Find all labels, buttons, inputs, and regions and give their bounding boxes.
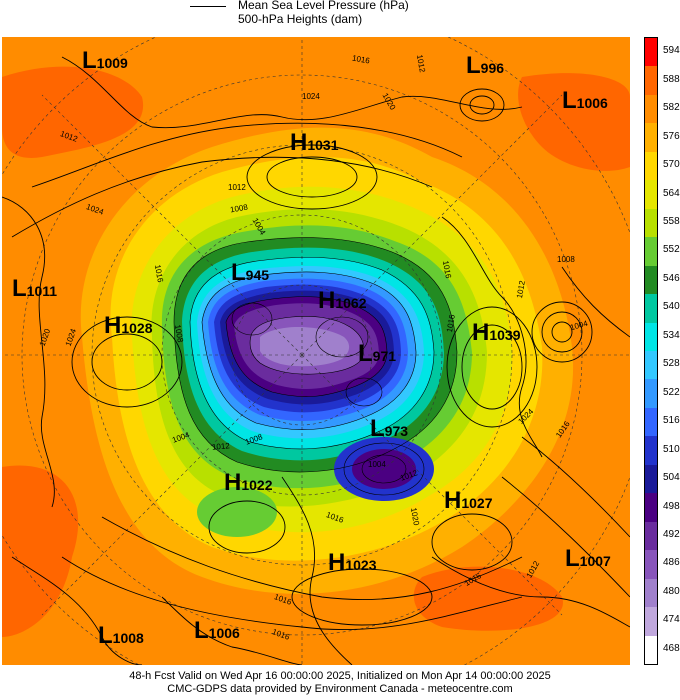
colorbar-level-label: 480	[663, 585, 680, 597]
pressure-center-low: L1007	[565, 545, 611, 572]
colorbar-level-label: 534	[663, 329, 680, 341]
colorbar-level-label: 474	[663, 614, 680, 626]
graticule	[2, 37, 630, 665]
isobar-label: 1012	[211, 441, 231, 452]
pressure-center-high: H1028	[104, 312, 153, 339]
colorbar-level-label: 588	[663, 73, 680, 85]
colorbar-swatch	[645, 521, 657, 551]
colorbar-level-label: 564	[663, 187, 680, 199]
map-footer: 48-h Fcst Valid on Wed Apr 16 00:00:00 2…	[0, 670, 680, 696]
isobar-label: 1004	[368, 460, 386, 469]
pressure-center-high: H1062	[318, 287, 367, 314]
colorbar-level-label: 510	[663, 443, 680, 455]
colorbar-swatch	[645, 379, 657, 409]
pressure-center-high: H1022	[224, 469, 273, 496]
colorbar-swatch	[645, 38, 657, 67]
pressure-center-high: H1031	[290, 129, 339, 156]
isobar-label: 1012	[228, 183, 246, 192]
colorbar-swatch	[645, 180, 657, 210]
pressure-center-high: H1023	[328, 549, 377, 576]
colorbar-swatch	[645, 407, 657, 437]
colorbar-swatch	[645, 578, 657, 608]
map-legend: Mean Sea Level Pressure (hPa) 500-hPa He…	[190, 0, 490, 30]
colorbar-level-label: 504	[663, 472, 680, 484]
colorbar-level-label: 552	[663, 244, 680, 256]
colorbar-swatch	[645, 493, 657, 523]
isobars	[11, 88, 630, 631]
colorbar-level-label: 468	[663, 642, 680, 654]
pressure-center-low: L1009	[82, 47, 128, 74]
colorbar-level-label: 594	[663, 45, 680, 57]
height-band-ridge	[197, 487, 277, 537]
colorbar-level-label: 498	[663, 500, 680, 512]
colorbar-level-label: 558	[663, 215, 680, 227]
colorbar-level-label: 516	[663, 415, 680, 427]
isobar-legend-line	[190, 6, 226, 7]
forecast-valid-text: 48-h Fcst Valid on Wed Apr 16 00:00:00 2…	[129, 670, 551, 682]
colorbar-swatch	[645, 635, 657, 665]
height-band-trough-core	[352, 449, 416, 489]
colorbar-level-label: 528	[663, 358, 680, 370]
legend-pressure-label: Mean Sea Level Pressure (hPa)	[238, 0, 409, 12]
colorbar-swatch	[645, 237, 657, 267]
pressure-center-low: L1011	[12, 275, 58, 302]
height-band-588	[2, 66, 144, 158]
colorbar-swatch	[645, 294, 657, 324]
pressure-center-high: H1039	[472, 319, 521, 346]
colorbar-swatch	[645, 151, 657, 181]
pressure-center-low: L1006	[194, 617, 240, 644]
height-band-480	[260, 327, 350, 367]
isobar-label: 1024	[302, 92, 320, 101]
colorbar-level-label: 486	[663, 557, 680, 569]
colorbar-level-label: 570	[663, 159, 680, 171]
colorbar-swatch	[645, 550, 657, 580]
legend-heights-label: 500-hPa Heights (dam)	[238, 12, 363, 26]
colorbar-level-label: 522	[663, 386, 680, 398]
colorbar-level-label: 546	[663, 272, 680, 284]
height-contours	[173, 237, 458, 496]
pressure-center-low: L971	[358, 340, 397, 367]
colorbar-swatch	[645, 66, 657, 96]
colorbar-swatch	[645, 123, 657, 153]
height-band-588	[2, 465, 79, 637]
colorbar-swatch	[645, 208, 657, 238]
map-canvas	[2, 37, 630, 665]
colorbar-swatch	[645, 464, 657, 494]
colorbar-swatch	[645, 265, 657, 295]
isobar-label: 1008	[557, 255, 575, 264]
colorbar-swatch	[645, 322, 657, 352]
colorbar-swatch	[645, 94, 657, 124]
colorbar-level-label: 492	[663, 528, 680, 540]
height-band-588	[518, 73, 630, 171]
pressure-center-low: L945	[231, 259, 270, 286]
pressure-center-high: H1027	[444, 487, 493, 514]
colorbar-level-label: 582	[663, 102, 680, 114]
weather-map: L1009 L996 L1006 H1031 L1011 H1028 L945 …	[2, 37, 630, 665]
colorbar-swatch	[645, 351, 657, 380]
pressure-center-low: L973	[370, 415, 409, 442]
colorbar-swatch	[645, 607, 657, 637]
pressure-center-low: L996	[466, 52, 505, 79]
pressure-center-low: L1006	[562, 87, 608, 114]
colorbar-level-label: 576	[663, 130, 680, 142]
pressure-center-low: L1008	[98, 622, 144, 649]
colorbar-level-label: 540	[663, 301, 680, 313]
data-credit-text: CMC-GDPS data provided by Environment Ca…	[167, 683, 513, 695]
colorbar-swatch	[645, 436, 657, 466]
colorbar	[644, 37, 658, 665]
